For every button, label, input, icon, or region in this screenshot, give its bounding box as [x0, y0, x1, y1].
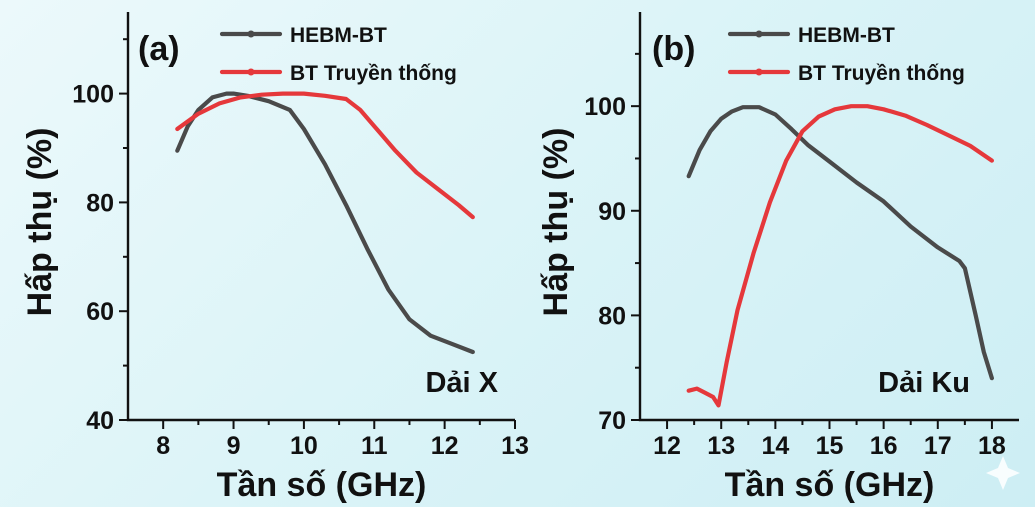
band-label: Dải X — [425, 367, 498, 399]
x-tick-label: 14 — [761, 432, 789, 460]
x-tick-label: 12 — [653, 432, 681, 460]
y-tick-label: 60 — [86, 298, 114, 326]
x-tick-label: 18 — [978, 432, 1006, 460]
y-tick-label: 70 — [598, 407, 626, 435]
series-line-bt-traditional — [686, 104, 994, 408]
y-tick-label: 90 — [598, 198, 626, 226]
legend-label: BT Truyền thống — [798, 62, 965, 85]
x-tick-label: 16 — [870, 432, 898, 460]
panel-tag: (a) — [138, 30, 180, 68]
y-tick-label: 100 — [584, 93, 626, 121]
y-axis-title: Hấp thụ (%) — [21, 128, 59, 317]
band-label: Dải Ku — [878, 367, 970, 399]
x-tick-label: 11 — [361, 432, 388, 460]
legend-marker — [755, 30, 763, 38]
legend-marker — [247, 68, 255, 76]
x-tick-label: 8 — [156, 432, 170, 460]
sparkle-icon — [986, 456, 1020, 490]
y-tick-label: 40 — [86, 407, 114, 435]
x-tick-label: 12 — [431, 432, 459, 460]
x-tick-label: 9 — [227, 432, 241, 460]
x-tick-label: 10 — [290, 432, 318, 460]
y-tick-label: 100 — [72, 81, 114, 109]
x-axis-title: Tần số (GHz) — [725, 466, 935, 504]
x-tick-label: 13 — [501, 432, 529, 460]
panel-tag: (b) — [652, 30, 695, 68]
x-axis-title: Tần số (GHz) — [217, 466, 427, 504]
y-tick-label: 80 — [86, 189, 114, 217]
panel-a: 8 9 10 11 12 13 40 60 80 100 Tần số (GHz) Hấp thụ (… — [21, 12, 529, 504]
legend-label: HEBM-BT — [290, 24, 387, 47]
series-line-bt-traditional — [175, 91, 475, 220]
y-tick-label: 80 — [598, 302, 626, 330]
y-axis-title: Hấp thụ (%) — [537, 128, 575, 317]
panel-b: 12 13 14 15 16 17 18 70 80 90 100 Tần số (GHz) Hấp t… — [537, 12, 1019, 504]
legend-label: BT Truyền thống — [290, 62, 457, 85]
x-tick-label: 17 — [924, 432, 952, 460]
series-line-hebm-bt — [175, 91, 475, 355]
legend-marker — [247, 30, 255, 38]
x-tick-label: 13 — [707, 432, 735, 460]
legend-label: HEBM-BT — [798, 24, 895, 47]
legend-marker — [755, 68, 763, 76]
x-tick-label: 15 — [816, 432, 844, 460]
series-line-hebm-bt — [686, 105, 994, 381]
